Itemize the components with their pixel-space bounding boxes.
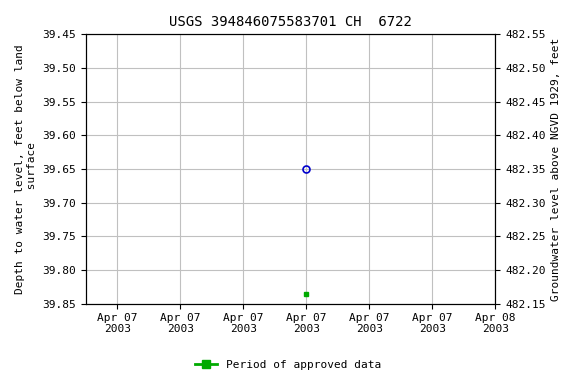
- Y-axis label: Groundwater level above NGVD 1929, feet: Groundwater level above NGVD 1929, feet: [551, 38, 561, 301]
- Legend: Period of approved data: Period of approved data: [191, 356, 385, 375]
- Title: USGS 394846075583701 CH  6722: USGS 394846075583701 CH 6722: [169, 15, 412, 29]
- Y-axis label: Depth to water level, feet below land
 surface: Depth to water level, feet below land su…: [15, 44, 37, 294]
